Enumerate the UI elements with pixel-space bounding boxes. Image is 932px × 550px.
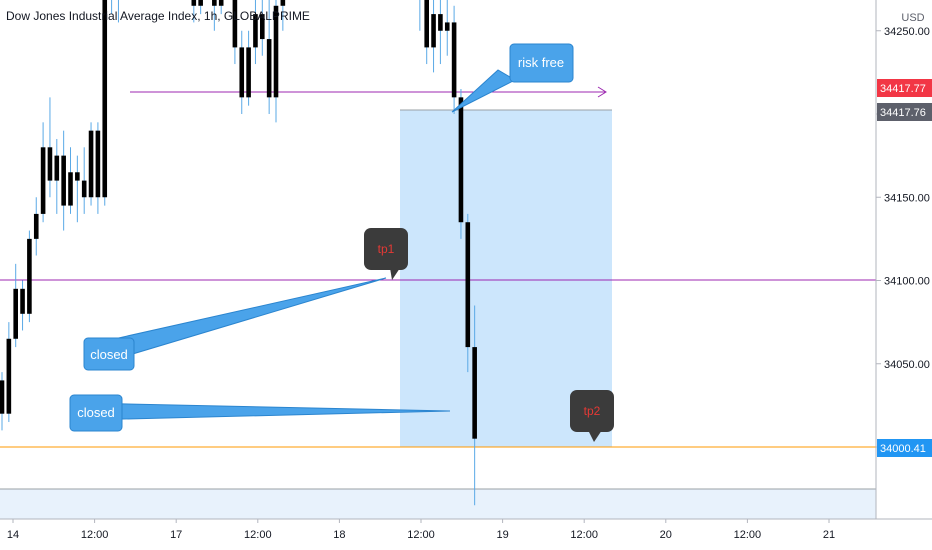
time-tick-label: 12:00	[407, 529, 435, 541]
candle-body	[232, 0, 238, 48]
candle-body	[239, 47, 245, 98]
closed-callout-1-label: closed	[90, 347, 128, 362]
bottom-band	[0, 489, 876, 519]
time-tick-label: 12:00	[81, 529, 109, 541]
candle-body	[431, 14, 436, 48]
risk-free-callout-label: risk free	[518, 55, 564, 70]
candle-body	[81, 180, 87, 198]
tp1-bubble-label: tp1	[378, 242, 395, 256]
time-tick-label: 18	[333, 529, 345, 541]
time-tick-label: 21	[823, 529, 835, 541]
candle-body	[61, 155, 66, 206]
risk-free-arrow-icon	[597, 86, 607, 98]
candle-body	[266, 39, 272, 98]
risk-free-callout-tail	[451, 69, 517, 113]
candle-body	[27, 238, 32, 314]
candle-body	[458, 97, 464, 223]
candle-body	[54, 155, 60, 181]
tp2-bubble-label: tp2	[584, 404, 601, 418]
tp1-bubble-tail	[390, 268, 400, 280]
time-tick-label: 12:00	[570, 529, 598, 541]
candle-body	[472, 347, 477, 439]
price-badge	[877, 79, 932, 97]
price-badge	[877, 439, 932, 457]
candle-body	[218, 0, 224, 6]
candle-body	[0, 380, 5, 414]
candle-body	[280, 0, 286, 6]
candle-body	[95, 130, 101, 198]
price-badge-label: 34417.76	[880, 107, 926, 119]
time-tick-label: 19	[496, 529, 508, 541]
candle-body	[198, 0, 203, 6]
candle-body	[88, 130, 94, 198]
time-tick-label: 17	[170, 529, 182, 541]
time-tick-label: 14	[7, 529, 19, 541]
candle-body	[102, 0, 108, 198]
candle-body	[20, 288, 25, 314]
candle-body	[13, 288, 18, 339]
risk-free-callout[interactable]	[509, 43, 574, 83]
candle-body	[438, 14, 443, 31]
candle-body	[451, 22, 457, 98]
price-badge	[877, 103, 932, 121]
price-badges: 34417.77 34417.76 34000.41	[877, 79, 932, 457]
candle-body	[260, 14, 265, 40]
time-tick-label: 20	[660, 529, 672, 541]
price-tick-label: 34050.00	[884, 359, 930, 371]
time-tick-label: 12:00	[244, 529, 272, 541]
closed-callout-2[interactable]	[69, 394, 123, 432]
candle-body	[68, 172, 73, 206]
tp2-bubble[interactable]	[570, 390, 614, 432]
price-tick-label: 34250.00	[884, 26, 930, 38]
candle-body	[47, 147, 53, 181]
candle-body	[465, 222, 471, 348]
candle-body	[246, 47, 251, 98]
price-badge-label: 34000.41	[880, 443, 926, 455]
price-tick-label: 34100.00	[884, 276, 930, 288]
currency-label-bg	[889, 0, 923, 26]
closed-callout-2-label: closed	[77, 405, 115, 420]
candle-body	[212, 0, 217, 6]
tp1-bubble[interactable]	[364, 228, 408, 270]
candle-body	[191, 0, 197, 6]
price-tick-label: 34150.00	[884, 192, 930, 204]
time-tick-label: 12:00	[734, 529, 762, 541]
candle-body	[6, 338, 12, 414]
time-axis[interactable]: 14 12:00 17 12:00 18 12:00 19 12:00 20 12:00 21	[7, 519, 835, 541]
candle-body	[40, 147, 46, 214]
closed-callout-1[interactable]	[83, 337, 135, 371]
candle-body	[33, 213, 39, 239]
candle-body	[273, 5, 279, 98]
candle-body	[444, 22, 450, 31]
chart-title: Dow Jones Industrial Average Index, 1h, …	[6, 9, 310, 23]
candle-body	[75, 172, 80, 181]
currency-label: USD	[901, 12, 924, 24]
tp2-bubble-tail	[588, 430, 602, 442]
candle-body	[253, 14, 258, 48]
candles	[0, 0, 477, 506]
candle-body	[424, 0, 429, 48]
price-badge-label: 34417.77	[880, 83, 926, 95]
